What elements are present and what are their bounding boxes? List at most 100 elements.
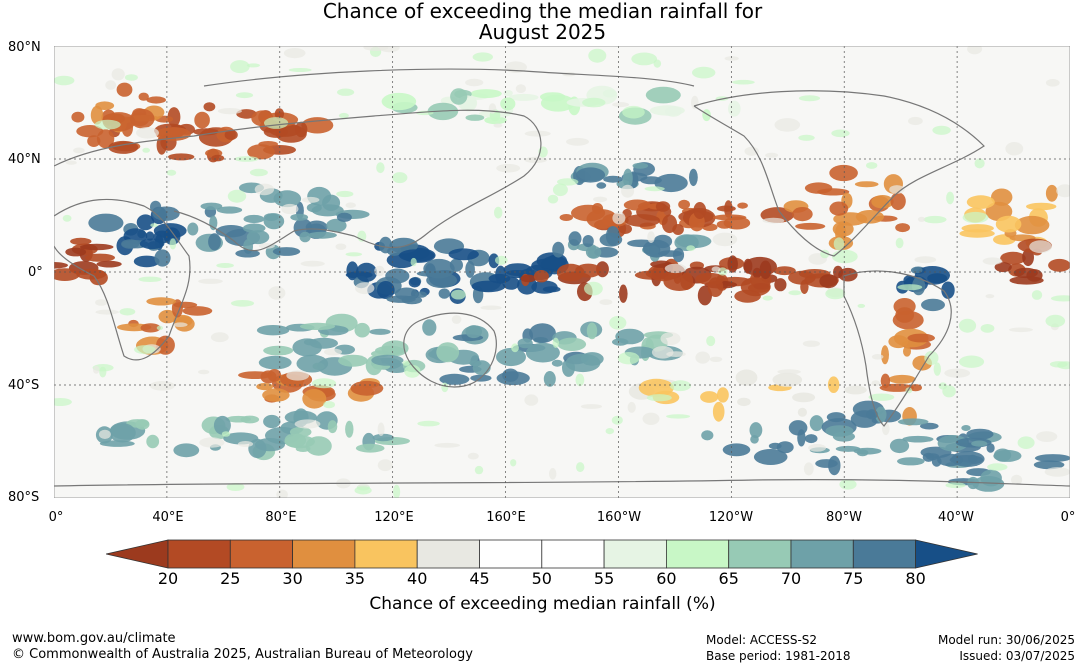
- colorbar-tick-label: 20: [157, 569, 179, 588]
- rainfall-blob: [897, 418, 929, 426]
- rainfall-blob: [575, 167, 606, 183]
- rainfall-blob: [198, 278, 223, 284]
- coastlines: [54, 68, 1070, 487]
- rainfall-blob: [1050, 295, 1070, 302]
- rainfall-blob: [722, 443, 751, 457]
- rainfall-blob: [890, 192, 906, 211]
- rainfall-blob: [345, 202, 356, 208]
- rainfall-blob: [187, 222, 199, 236]
- rainfall-blob: [73, 147, 85, 154]
- rainfall-blob: [146, 297, 177, 306]
- rainfall-blob: [917, 216, 926, 222]
- colorbar-segment: [416, 539, 480, 569]
- rainfall-blob: [712, 401, 725, 422]
- rainfall-blob: [465, 114, 485, 121]
- rainfall-blob: [853, 447, 882, 455]
- rainfall-blob: [897, 457, 925, 466]
- rainfall-blob: [336, 190, 354, 198]
- rainfall-blob: [802, 340, 821, 347]
- coast-africa: [54, 198, 191, 361]
- rainfall-blob: [494, 206, 503, 219]
- rainfall-blob: [576, 462, 585, 473]
- rainfall-blob: [511, 343, 519, 353]
- rainfall-blob: [302, 196, 320, 203]
- rainfall-blob: [1009, 327, 1033, 333]
- rainfall-blob: [54, 268, 80, 281]
- rainfall-blob: [267, 369, 282, 382]
- rainfall-blob: [1017, 436, 1035, 450]
- rainfall-blob: [263, 213, 285, 230]
- colorbar-tick-label: 80: [905, 569, 926, 588]
- rainfall-blob: [224, 129, 238, 140]
- rainfall-blob: [737, 397, 751, 407]
- rainfall-blob: [797, 407, 808, 417]
- rainfall-blob: [691, 95, 699, 110]
- rainfall-blob: [880, 373, 891, 389]
- rainfall-blob: [762, 295, 773, 301]
- rainfall-blob: [290, 213, 309, 221]
- rainfall-blob: [93, 365, 100, 374]
- rainfall-blob: [924, 351, 939, 365]
- rainfall-blob: [493, 123, 503, 128]
- lon-label-160e: 160°E: [486, 510, 526, 525]
- rainfall-blob: [209, 215, 218, 231]
- rainfall-blob: [156, 335, 175, 355]
- rainfall-blob: [958, 355, 985, 368]
- rainfall-blob: [374, 265, 385, 277]
- rainfall-blob: [169, 238, 177, 250]
- rainfall-blob: [256, 325, 290, 336]
- rainfall-blob: [355, 282, 375, 295]
- rainfall-blob: [415, 291, 427, 298]
- rainfall-blob: [707, 277, 724, 297]
- rainfall-blob: [436, 342, 460, 363]
- rainfall-blob: [439, 373, 470, 385]
- rainfall-blob: [966, 195, 995, 209]
- rainfall-blob: [706, 335, 716, 347]
- rainfall-blob: [927, 273, 948, 284]
- rainfall-blob: [611, 415, 623, 425]
- rainfall-blob: [338, 112, 349, 119]
- rainfall-blob: [804, 434, 818, 444]
- rainfall-blob: [617, 352, 640, 365]
- rainfall-blob: [502, 368, 519, 382]
- rainfall-blob: [933, 362, 941, 376]
- rainfall-blob: [311, 378, 337, 389]
- rainfall-blob: [660, 332, 681, 346]
- rainfall-blob: [273, 190, 302, 208]
- rainfall-blob: [895, 223, 910, 233]
- rainfall-blob: [417, 420, 440, 427]
- rainfall-blob: [469, 360, 482, 367]
- rainfall-blob: [292, 338, 322, 357]
- rainfall-blob: [335, 243, 347, 250]
- rainfall-blob: [619, 284, 628, 303]
- rainfall-blob: [208, 233, 221, 251]
- rainfall-blob: [223, 432, 259, 445]
- rainfall-blob: [401, 295, 423, 305]
- rainfall-blob: [788, 270, 816, 285]
- rainfall-blob: [958, 318, 977, 333]
- rainfall-blob: [119, 308, 136, 316]
- rainfall-blob: [895, 307, 915, 323]
- rainfall-blob: [471, 280, 506, 293]
- rainfall-blob: [264, 117, 289, 129]
- colorbar-tick-label: 65: [718, 569, 739, 588]
- rainfall-blob: [605, 428, 614, 435]
- rainfall-blob: [150, 200, 162, 214]
- rainfall-blob: [138, 92, 149, 101]
- rainfall-blob: [971, 440, 988, 447]
- rainfall-blob: [451, 289, 466, 300]
- rainfall-blob: [322, 194, 341, 211]
- rainfall-blob: [234, 156, 259, 162]
- rainfall-blob: [547, 194, 559, 204]
- rainfall-blob: [788, 420, 808, 436]
- rainfall-map: [54, 46, 1070, 498]
- rainfall-blob: [200, 202, 223, 210]
- rainfall-blob: [962, 211, 989, 224]
- footer-model-run: Model run: 30/06/2025: [937, 633, 1075, 647]
- rainfall-blob: [467, 452, 479, 460]
- colorbar-tick-label: 50: [531, 569, 552, 588]
- rainfall-blob: [323, 401, 335, 409]
- rainfall-blob: [666, 414, 691, 419]
- rainfall-blob: [804, 182, 833, 194]
- rainfall-blob: [727, 255, 738, 273]
